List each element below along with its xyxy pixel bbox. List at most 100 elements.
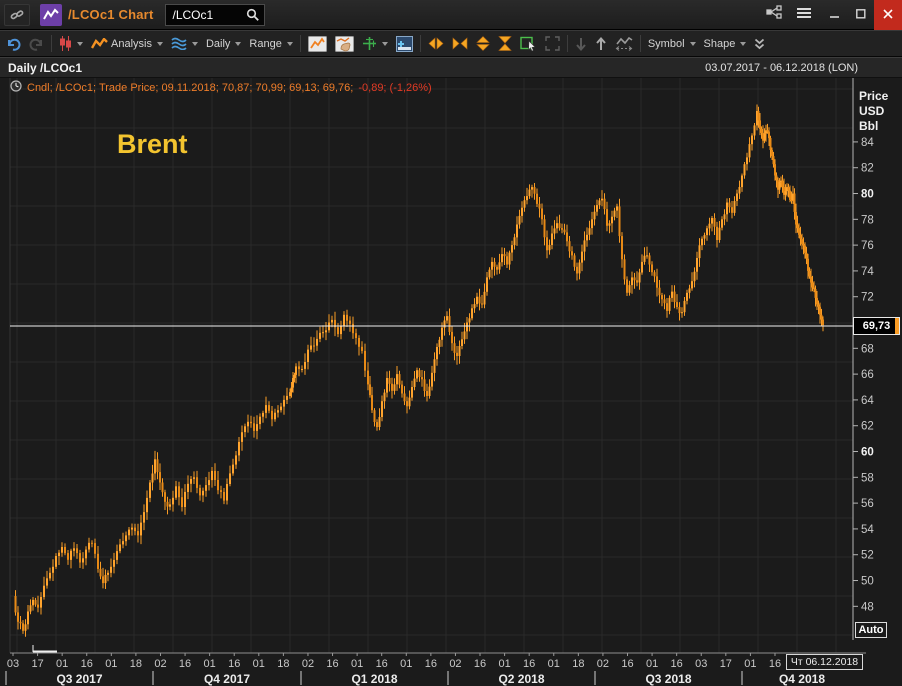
candle-body	[648, 255, 651, 265]
candle-body	[431, 372, 433, 387]
candle-body	[771, 150, 773, 157]
candle-body	[289, 392, 291, 396]
candle-body	[728, 202, 731, 208]
candle-body	[22, 623, 24, 631]
move-up-button[interactable]	[591, 33, 611, 55]
axis-settings-button[interactable]	[358, 33, 392, 55]
quarter-label: Q3 2018	[645, 672, 691, 686]
channel-share-button[interactable]	[762, 4, 786, 26]
time-tick-label: 17	[31, 658, 43, 670]
redo-icon	[29, 37, 44, 51]
link-channel-button[interactable]	[4, 3, 30, 26]
arrows-out-v-icon	[476, 36, 490, 51]
price-tick-label: 60	[861, 447, 874, 459]
candle-body	[128, 529, 130, 536]
expand-vertical-button[interactable]	[472, 33, 494, 55]
collapse-vertical-button[interactable]	[494, 33, 516, 55]
candle-body	[566, 232, 568, 242]
analysis-button[interactable]: Analysis	[87, 33, 167, 55]
add-panel-button[interactable]	[392, 33, 417, 55]
candle-body	[352, 323, 354, 334]
menu-button[interactable]	[792, 4, 816, 26]
time-tick-label: 16	[326, 658, 338, 670]
minimize-button[interactable]	[822, 3, 848, 27]
legend-ohlc-text: Cndl; /LCOc1; Trade Price; 09.11.2018; 7…	[27, 82, 354, 94]
axis-title-line: Bbl	[859, 119, 879, 133]
candle-body	[235, 455, 237, 465]
maximize-button[interactable]	[848, 3, 874, 27]
candlestick-icon	[59, 36, 72, 51]
symbol-search[interactable]	[165, 3, 266, 27]
candle-body	[528, 189, 531, 197]
candle-body	[799, 234, 802, 240]
undo-icon	[6, 37, 21, 51]
candle-body	[802, 243, 805, 246]
more-button[interactable]	[750, 33, 769, 55]
price-tick-label: 56	[861, 498, 874, 510]
undo-button[interactable]	[2, 33, 25, 55]
candle-body	[151, 473, 154, 483]
expand-horizontal-button[interactable]	[424, 33, 448, 55]
candle-body	[819, 306, 821, 315]
maximize-chart-button[interactable]	[541, 33, 564, 55]
candle-body	[17, 612, 19, 622]
candle-body	[391, 383, 393, 391]
chart-interval-symbol: Daily /LCOc1	[8, 60, 83, 75]
candle-body	[355, 333, 357, 338]
collapse-horizontal-button[interactable]	[448, 33, 472, 55]
price-plot[interactable]: 84 82 80 78 76 74 72 68 66 64 62 60 58 56 54 52 50 48 03 17…	[0, 57, 902, 686]
candle-body	[807, 258, 809, 271]
candle-body	[199, 487, 201, 496]
wave-overlay-button[interactable]	[167, 33, 202, 55]
range-button[interactable]: Range	[245, 33, 296, 55]
candle-body	[523, 200, 526, 208]
select-region-button[interactable]	[516, 33, 541, 55]
candle-body	[817, 304, 820, 307]
shape-button[interactable]: Shape	[700, 33, 751, 55]
redo-button[interactable]	[25, 33, 48, 55]
symbol-button[interactable]: Symbol	[644, 33, 700, 55]
candle-body	[626, 279, 628, 293]
candle-body	[277, 410, 279, 413]
candle-body	[253, 423, 255, 431]
time-tick-label: 16	[81, 658, 93, 670]
candle-body	[19, 621, 22, 624]
symbol-search-input[interactable]	[166, 7, 243, 22]
candle-body	[364, 350, 366, 371]
search-icon[interactable]	[246, 8, 260, 27]
close-button[interactable]	[874, 0, 902, 30]
series-legend[interactable]: Cndl; /LCOc1; Trade Price; 09.11.2018; 7…	[10, 80, 432, 95]
candle-body	[381, 401, 383, 417]
time-tick-label: 01	[56, 658, 68, 670]
axis-auto-scale-button[interactable]: Auto	[855, 622, 887, 638]
candle-body	[441, 327, 443, 340]
candle-body	[795, 212, 797, 225]
chart-type-button[interactable]	[304, 33, 331, 55]
candle-body	[58, 552, 60, 556]
candle-body	[396, 374, 398, 385]
candle-body	[546, 237, 548, 251]
candle-body	[140, 522, 142, 536]
candle-body	[418, 370, 421, 377]
time-tick-label: 01	[253, 658, 265, 670]
candle-body	[220, 490, 222, 492]
analysis-zigzag-icon	[91, 37, 108, 50]
candle-body	[259, 416, 261, 425]
chevron-down-icon	[689, 41, 696, 46]
candle-body	[543, 219, 546, 238]
candle-body	[401, 384, 403, 394]
candle-body	[319, 332, 321, 339]
candle-body	[658, 287, 661, 296]
candle-body	[343, 314, 345, 327]
move-down-button[interactable]	[571, 33, 591, 55]
compare-button[interactable]	[611, 33, 637, 55]
candle-style-button[interactable]	[55, 33, 87, 55]
annotate-button[interactable]	[331, 33, 358, 55]
chart-panel: 84 82 80 78 76 74 72 68 66 64 62 60 58 56 54 52 50 48 03 17…	[0, 57, 902, 686]
price-tick-label: 58	[861, 472, 874, 484]
interval-button[interactable]: Daily	[202, 33, 245, 55]
candle-body	[271, 410, 273, 420]
candle-body	[804, 245, 806, 253]
candle-body	[768, 131, 770, 139]
time-tick-label: 17	[720, 658, 732, 670]
